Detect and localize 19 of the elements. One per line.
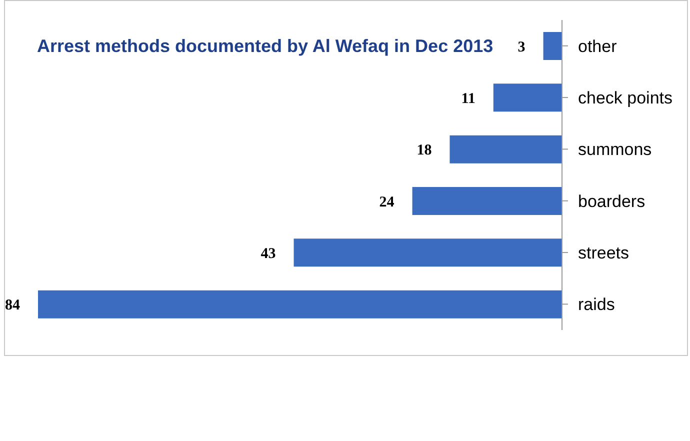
data-label: 18 — [416, 142, 432, 159]
y-tick-label: other — [578, 36, 618, 56]
data-label: 3 — [518, 39, 526, 56]
y-tick-label: streets — [578, 244, 630, 263]
y-tick-label: summons — [578, 140, 652, 160]
y-tick-label: check points — [578, 88, 672, 108]
data-label: 24 — [379, 194, 395, 210]
y-tick-label: raids — [578, 295, 615, 314]
data-label: 11 — [461, 90, 476, 107]
bar — [450, 135, 562, 164]
bar — [38, 290, 562, 318]
data-label: 84 — [5, 298, 20, 314]
bar — [543, 32, 562, 60]
bar — [412, 187, 562, 215]
bar — [493, 84, 562, 112]
data-label: 43 — [260, 246, 276, 262]
text: Arrest methods documented by Al Wefaq in Dec 2013 — [37, 36, 494, 57]
y-tick-label: boarders — [578, 192, 646, 211]
bar — [294, 238, 562, 267]
